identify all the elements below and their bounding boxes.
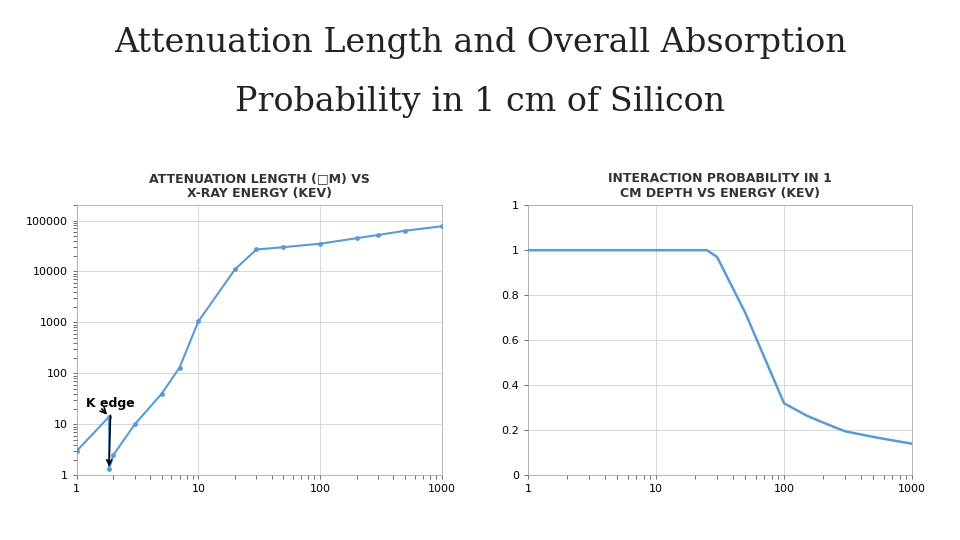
Text: Attenuation Length and Overall Absorption: Attenuation Length and Overall Absorptio…: [113, 27, 847, 59]
Title: ATTENUATION LENGTH (□M) VS
X-RAY ENERGY (KEV): ATTENUATION LENGTH (□M) VS X-RAY ENERGY …: [149, 172, 370, 200]
Text: K edge: K edge: [86, 397, 135, 465]
Text: Probability in 1 cm of Silicon: Probability in 1 cm of Silicon: [235, 86, 725, 118]
Title: INTERACTION PROBABILITY IN 1
CM DEPTH VS ENERGY (KEV): INTERACTION PROBABILITY IN 1 CM DEPTH VS…: [608, 172, 832, 200]
